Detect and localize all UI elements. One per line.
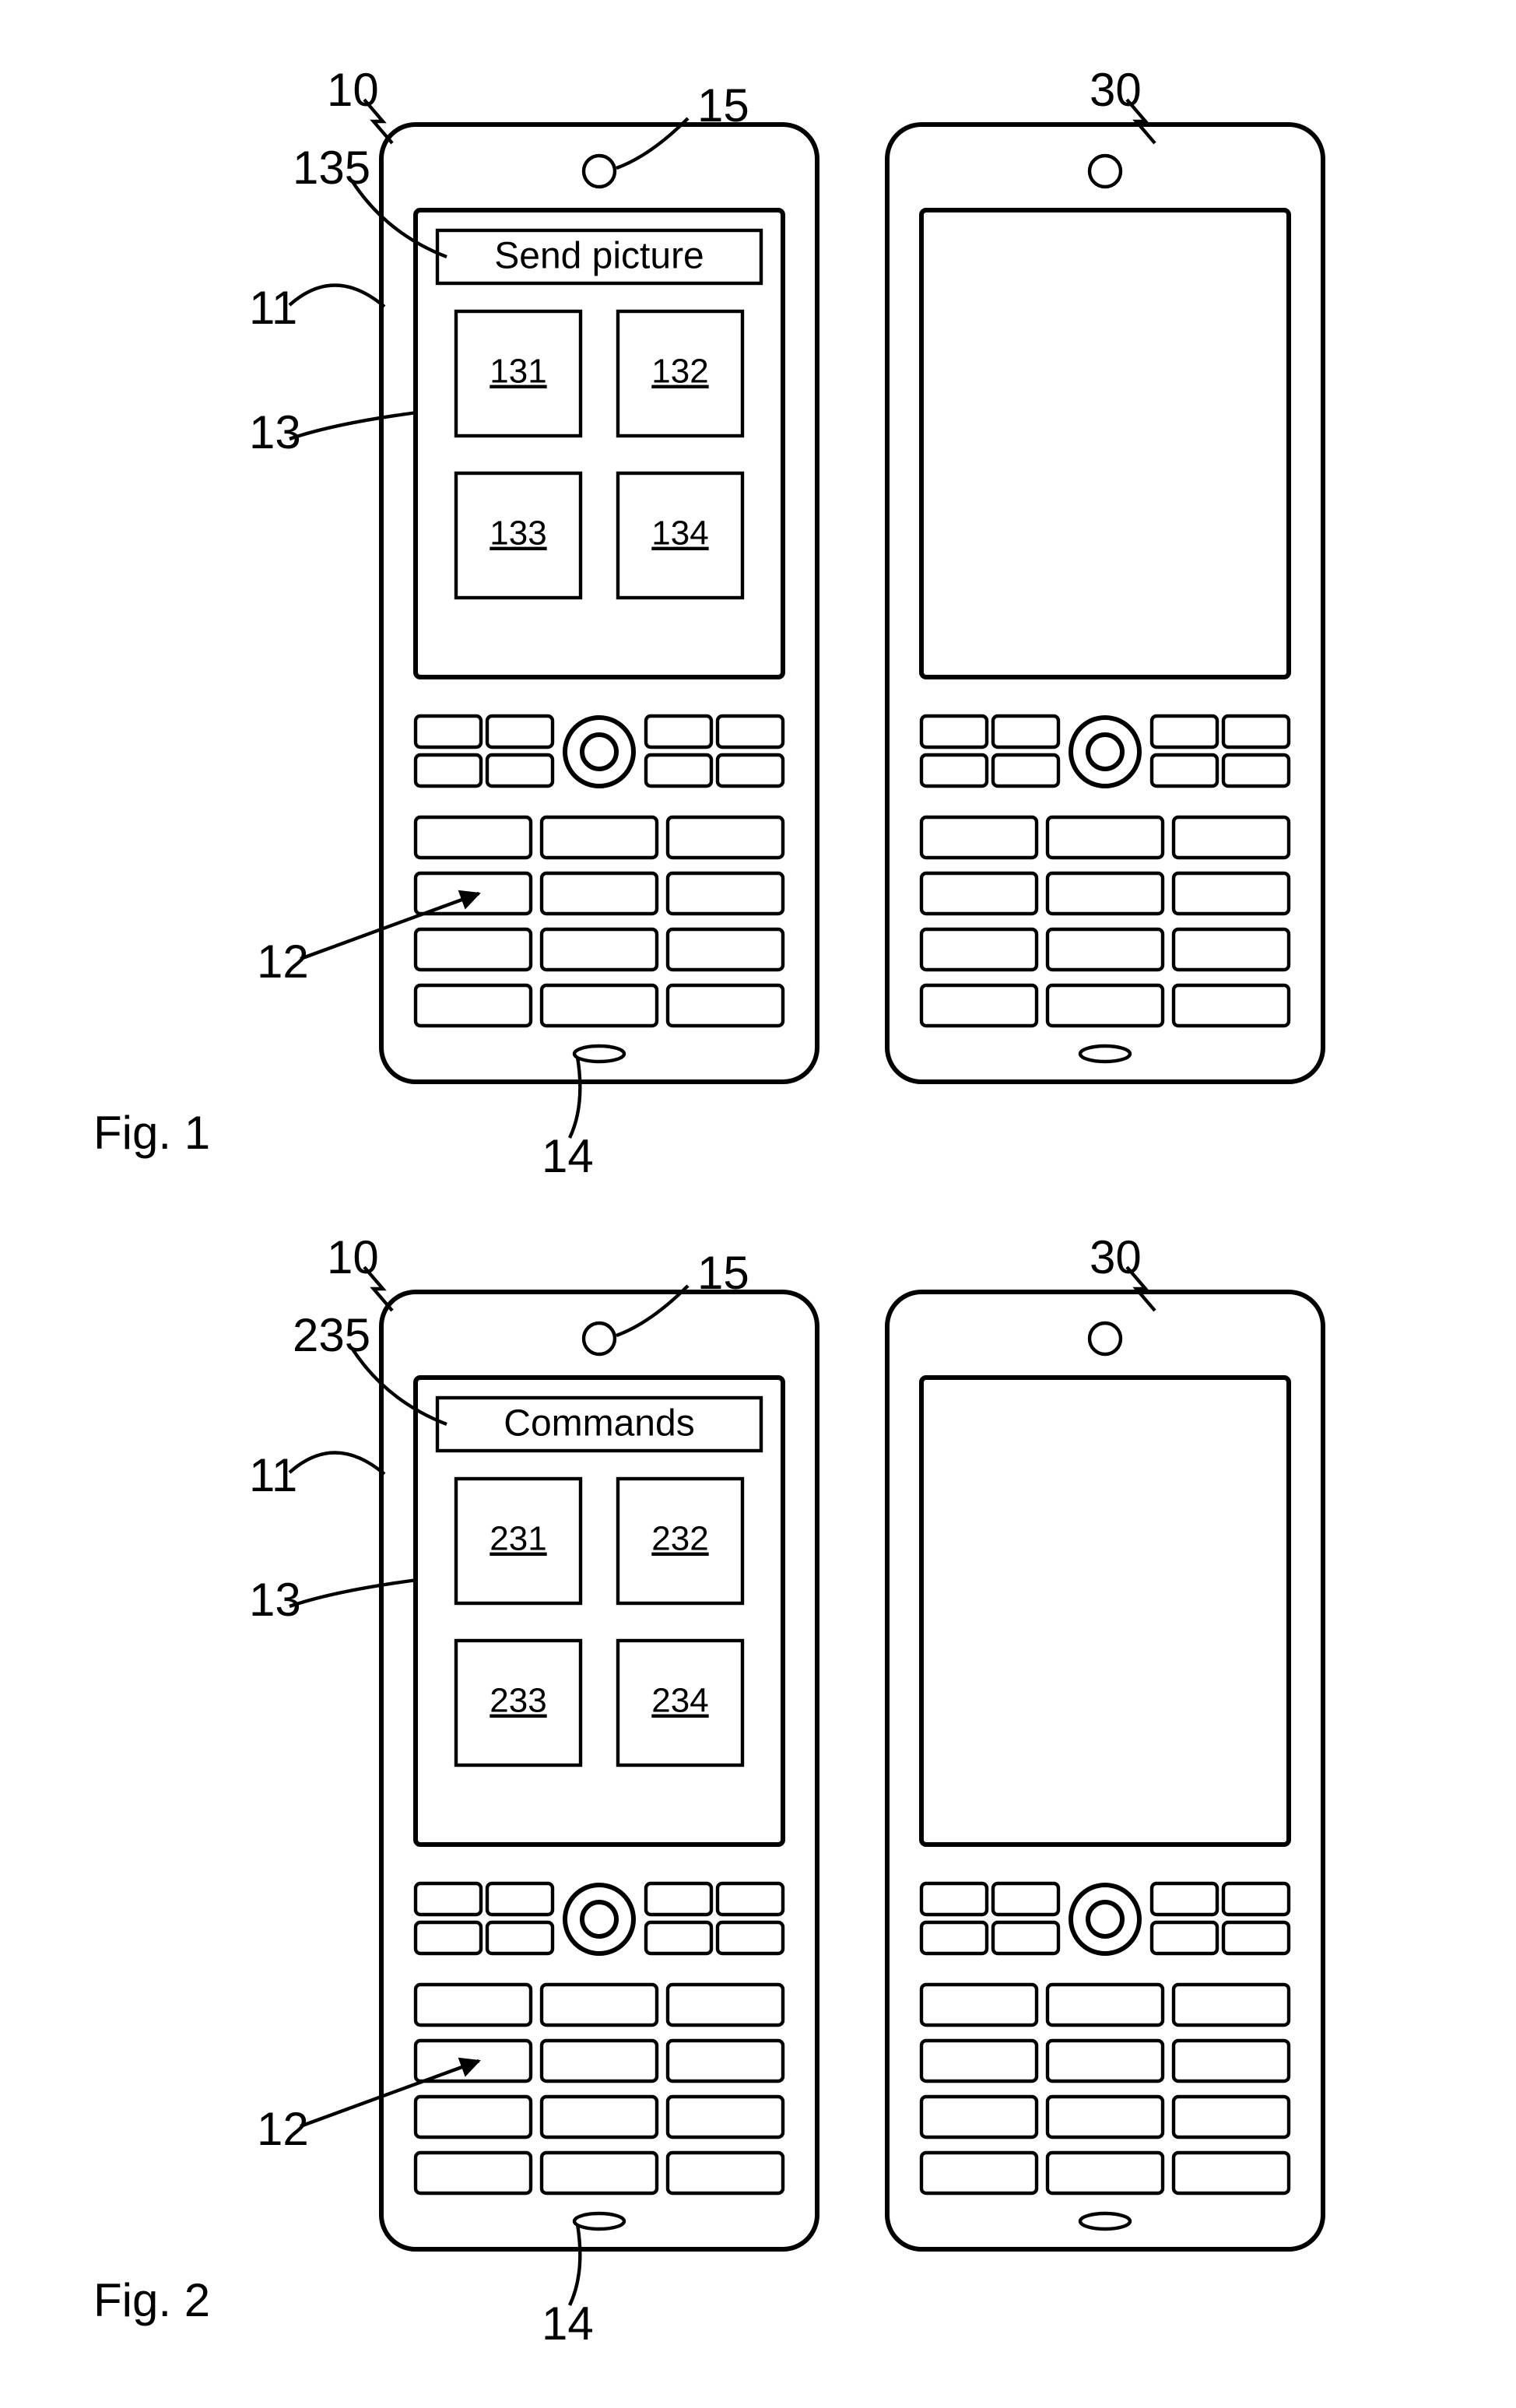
ref-numeral: 13 [249,1574,301,1626]
ref-numeral: 15 [697,79,749,132]
screen-icon-label: 131 [490,353,546,391]
ref-numeral: 14 [542,2297,594,2350]
screen-icon-label: 134 [651,514,708,553]
ref-numeral: 12 [257,935,309,988]
ref-numeral: 15 [697,1247,749,1299]
screen-icon-label: 232 [651,1520,708,1558]
screen-icon-label: 132 [651,353,708,391]
figure-caption: Fig. 1 [93,1107,210,1159]
figure-group: Send picture1311321331341015135111312143… [93,64,1323,1182]
ref-numeral: 11 [249,1449,297,1501]
ref-numeral: 135 [293,142,370,194]
ref-numeral: 14 [542,1130,594,1182]
ref-numeral: 13 [249,406,301,458]
figure-caption: Fig. 2 [93,2274,210,2326]
screen-icon-label: 234 [651,1682,708,1720]
ref-numeral: 12 [257,2103,309,2155]
screen-header-label: Send picture [494,236,704,277]
screen-icon-label: 231 [490,1520,546,1558]
screen-icon-label: 133 [490,514,546,553]
patent-figure-canvas: Send picture1311321331341015135111312143… [0,0,1516,2408]
ref-numeral: 11 [249,282,297,334]
screen-icon-label: 233 [490,1682,546,1720]
screen-header-label: Commands [504,1403,694,1444]
figure-group: Commands23123223323410152351113121430Fig… [93,1231,1323,2350]
ref-numeral: 235 [293,1309,370,1361]
